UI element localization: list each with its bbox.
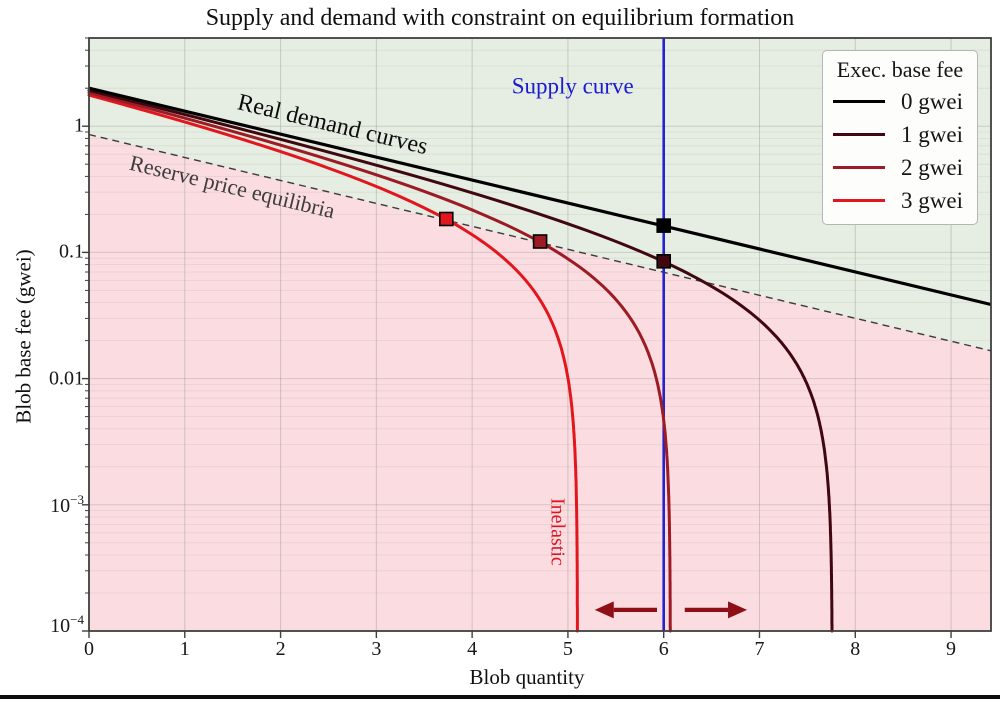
legend-entry-label: 2 gwei [901, 154, 963, 180]
legend-entry: 3 gwei [833, 184, 967, 217]
x-tick-label: 8 [850, 638, 861, 660]
demand-curve-3-gwei [87, 93, 579, 633]
legend-line-swatch [833, 133, 885, 136]
legend-entry-label: 1 gwei [901, 121, 963, 147]
legend-line-swatch [833, 199, 885, 202]
y-tick-label: 10−4 [50, 612, 84, 637]
axis-ticks [82, 37, 952, 638]
y-tick-label: 0.01 [49, 367, 84, 390]
legend-entry-label: 0 gwei [901, 88, 963, 114]
equilibrium-marker [532, 234, 548, 249]
legend-entries: 0 gwei 1 gwei 2 gwei 3 gwei [833, 85, 967, 217]
legend-line-swatch [833, 100, 885, 103]
region-above-reserve [89, 38, 991, 351]
x-tick-label: 2 [275, 638, 286, 660]
bottom-border-bar [0, 695, 1000, 699]
x-tick-label: 6 [658, 638, 669, 660]
legend-entry: 0 gwei [833, 85, 967, 118]
legend: Exec. base fee 0 gwei 1 gwei 2 gwei 3 gwei [822, 50, 978, 225]
y-tick-label: 0.1 [59, 240, 84, 263]
x-tick-label: 5 [562, 638, 573, 660]
equilibrium-marker [656, 254, 672, 269]
legend-entry-label: 3 gwei [901, 187, 963, 213]
legend-title: Exec. base fee [836, 57, 964, 82]
y-tick-label: 1 [74, 114, 84, 137]
reserve-price-line [88, 133, 992, 352]
y-tick-label: 10−3 [50, 491, 84, 517]
x-tick-label: 3 [371, 638, 382, 660]
demand-curve-2-gwei [87, 91, 672, 633]
demand-curve-0-gwei [88, 86, 992, 307]
region-below-reserve [89, 134, 991, 631]
legend-line-swatch [833, 166, 885, 169]
equilibrium-marker [656, 218, 672, 233]
legend-entry: 2 gwei [833, 151, 967, 184]
x-tick-label: 4 [467, 638, 478, 660]
x-tick-label: 0 [84, 638, 94, 660]
demand-curve-1-gwei [87, 88, 834, 633]
legend-entry: 1 gwei [833, 118, 967, 151]
annotation-supply-curve: Supply curve [512, 73, 634, 98]
plot-border [88, 37, 992, 632]
chart-title: Supply and demand with constraint on equ… [205, 5, 795, 31]
x-tick-label: 9 [946, 638, 957, 660]
x-tick-label: 7 [754, 638, 765, 660]
annotation-inelastic: Inelastic [546, 498, 568, 566]
equilibrium-marker [438, 211, 454, 227]
x-tick-label: 1 [179, 638, 190, 660]
x-axis-label: Blob quantity [469, 665, 585, 689]
equilibrium-shift-arrows [594, 601, 748, 619]
